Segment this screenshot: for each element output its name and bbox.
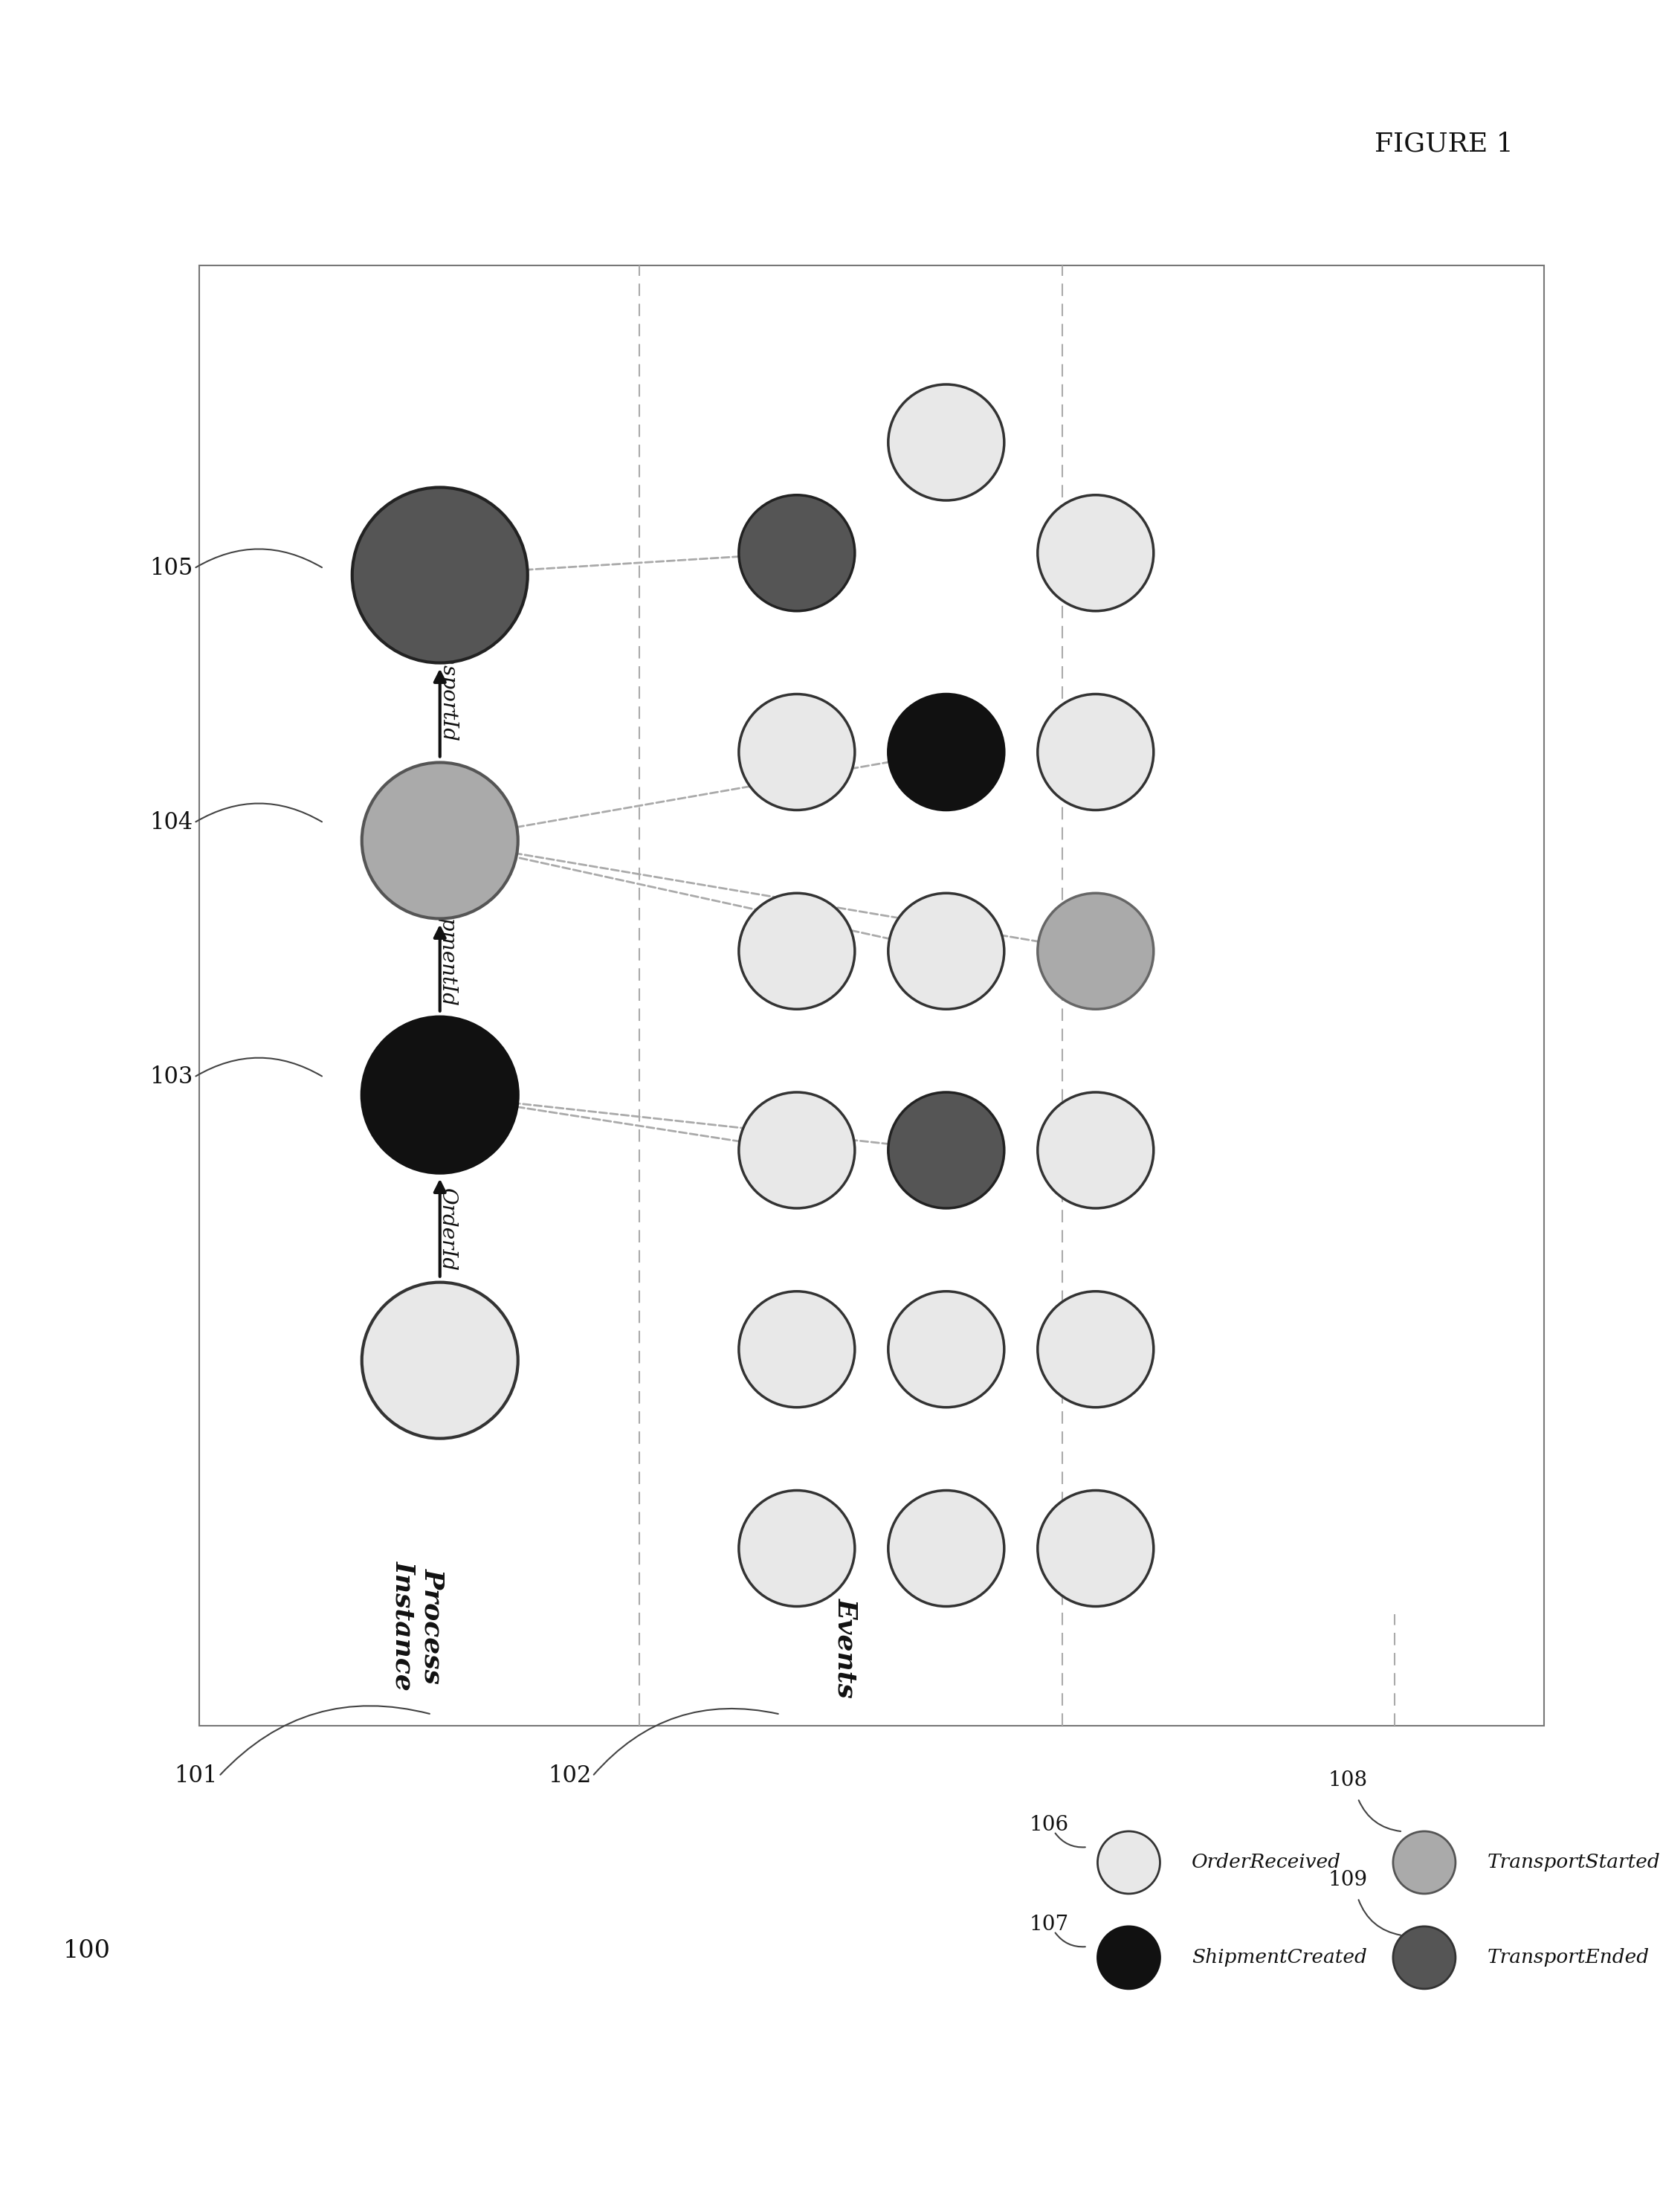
Text: TransportStarted: TransportStarted xyxy=(1487,1854,1660,1871)
Circle shape xyxy=(739,695,855,810)
Circle shape xyxy=(1038,894,1154,1009)
Text: 103: 103 xyxy=(149,1066,193,1088)
Circle shape xyxy=(888,1491,1004,1606)
Text: 101: 101 xyxy=(174,1765,217,1787)
Text: Process
Instance: Process Instance xyxy=(392,1562,445,1690)
Text: TransportId: TransportId xyxy=(437,617,458,741)
Circle shape xyxy=(362,1018,518,1172)
Text: ShipmentId: ShipmentId xyxy=(437,885,458,1006)
Text: TransportEnded: TransportEnded xyxy=(1487,1949,1650,1966)
Circle shape xyxy=(1097,1927,1160,1989)
Circle shape xyxy=(888,695,1004,810)
Circle shape xyxy=(1038,1491,1154,1606)
Text: OrderReceived: OrderReceived xyxy=(1192,1854,1341,1871)
Circle shape xyxy=(1038,1093,1154,1208)
Text: 107: 107 xyxy=(1029,1913,1069,1936)
Text: FIGURE 1: FIGURE 1 xyxy=(1374,131,1514,157)
Text: ShipmentCreated: ShipmentCreated xyxy=(1192,1949,1368,1966)
Circle shape xyxy=(888,1093,1004,1208)
Circle shape xyxy=(1038,695,1154,810)
Circle shape xyxy=(739,495,855,611)
Circle shape xyxy=(362,763,518,918)
Bar xyxy=(199,265,1544,1725)
Circle shape xyxy=(1038,1292,1154,1407)
Circle shape xyxy=(352,487,528,664)
Text: Events: Events xyxy=(833,1597,860,1699)
Text: 109: 109 xyxy=(1328,1869,1368,1891)
Circle shape xyxy=(739,1093,855,1208)
Text: 105: 105 xyxy=(149,557,193,580)
Text: 100: 100 xyxy=(63,1940,111,1962)
Text: 106: 106 xyxy=(1029,1814,1069,1836)
Text: 108: 108 xyxy=(1328,1770,1368,1792)
Circle shape xyxy=(888,894,1004,1009)
Circle shape xyxy=(1393,1832,1456,1893)
Circle shape xyxy=(362,1283,518,1438)
Circle shape xyxy=(888,385,1004,500)
Text: 102: 102 xyxy=(548,1765,591,1787)
Text: 104: 104 xyxy=(149,812,193,834)
Circle shape xyxy=(739,1292,855,1407)
Circle shape xyxy=(739,1491,855,1606)
Circle shape xyxy=(1038,495,1154,611)
Text: OrderId: OrderId xyxy=(437,1188,458,1272)
Circle shape xyxy=(888,1292,1004,1407)
Circle shape xyxy=(1097,1832,1160,1893)
Circle shape xyxy=(739,894,855,1009)
Circle shape xyxy=(1393,1927,1456,1989)
